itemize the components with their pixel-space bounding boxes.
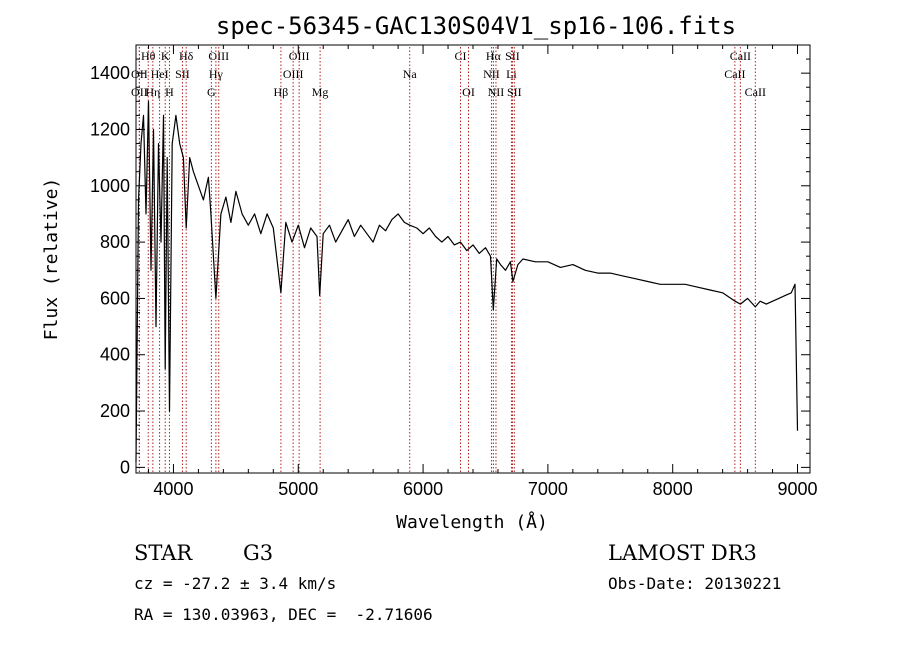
object-subclass: G3 bbox=[243, 541, 273, 565]
y-tick-label: 1200 bbox=[90, 119, 130, 139]
y-tick-label: 600 bbox=[100, 288, 130, 308]
line-label-9: OII bbox=[131, 67, 148, 81]
line-label-8: CaII bbox=[730, 49, 751, 63]
y-tick-label: 1400 bbox=[90, 63, 130, 83]
line-label-14: Na bbox=[403, 67, 418, 81]
line-label-21: G bbox=[207, 85, 216, 99]
spectrum-line bbox=[135, 100, 799, 462]
y-axis-label: Flux (relative) bbox=[41, 178, 62, 341]
line-label-11: SII bbox=[175, 67, 190, 81]
y-tick-label: 200 bbox=[100, 401, 130, 421]
plot-frame bbox=[135, 44, 811, 474]
spectrum-series bbox=[135, 100, 799, 462]
line-label-10: HeI bbox=[151, 67, 169, 81]
x-tick-label: 4000 bbox=[153, 479, 193, 499]
line-label-23: Mg bbox=[312, 85, 329, 99]
line-label-0: Hθ bbox=[141, 49, 156, 63]
redshift-readout: cz = -27.2 ± 3.4 km/s bbox=[134, 574, 336, 593]
line-label-16: Li bbox=[506, 67, 517, 81]
obs-date: Obs-Date: 20130221 bbox=[608, 574, 781, 593]
line-label-1: K bbox=[161, 49, 170, 63]
y-tick-label: 0 bbox=[120, 457, 130, 477]
y-tick-label: 1000 bbox=[90, 176, 130, 196]
coordinates: RA = 130.03963, DEC = -2.71606 bbox=[134, 605, 433, 624]
x-tick-label: 5000 bbox=[278, 479, 318, 499]
line-label-3: OIII bbox=[208, 49, 229, 63]
line-label-7: SII bbox=[505, 49, 520, 63]
line-label-13: OIII bbox=[283, 67, 304, 81]
x-tick-label: 7000 bbox=[528, 479, 568, 499]
line-label-22: Hβ bbox=[274, 85, 289, 99]
y-tick-label: 800 bbox=[100, 232, 130, 252]
y-tick-label: 400 bbox=[100, 345, 130, 365]
line-label-2: Hδ bbox=[179, 49, 194, 63]
line-label-6: Hα bbox=[486, 49, 502, 63]
line-label-24: OI bbox=[462, 85, 475, 99]
x-tick-label: 8000 bbox=[653, 479, 693, 499]
line-label-20: H bbox=[165, 85, 174, 99]
line-label-19: Hη bbox=[145, 85, 160, 99]
line-label-25: NII bbox=[488, 85, 505, 99]
line-label-27: CaII bbox=[745, 85, 766, 99]
line-label-18: OII bbox=[131, 85, 148, 99]
x-axis-label: Wavelength (Å) bbox=[396, 511, 548, 533]
chart-title: spec-56345-GAC130S04V1_sp16-106.fits bbox=[216, 12, 736, 40]
line-label-12: Hγ bbox=[209, 67, 224, 81]
line-label-17: CaII bbox=[724, 67, 745, 81]
line-label-5: CI bbox=[455, 49, 467, 63]
line-label-4: OIII bbox=[289, 49, 310, 63]
object-class: STAR bbox=[134, 541, 193, 565]
axis-ticks: 4000 5000 6000 7000 8000 9000 0 200 400 600 800 100… bbox=[90, 44, 818, 499]
x-tick-label: 6000 bbox=[403, 479, 443, 499]
survey-name: LAMOST DR3 bbox=[608, 541, 757, 565]
line-label-15: NII bbox=[483, 67, 500, 81]
x-tick-label: 9000 bbox=[777, 479, 817, 499]
line-label-26: SII bbox=[507, 85, 522, 99]
